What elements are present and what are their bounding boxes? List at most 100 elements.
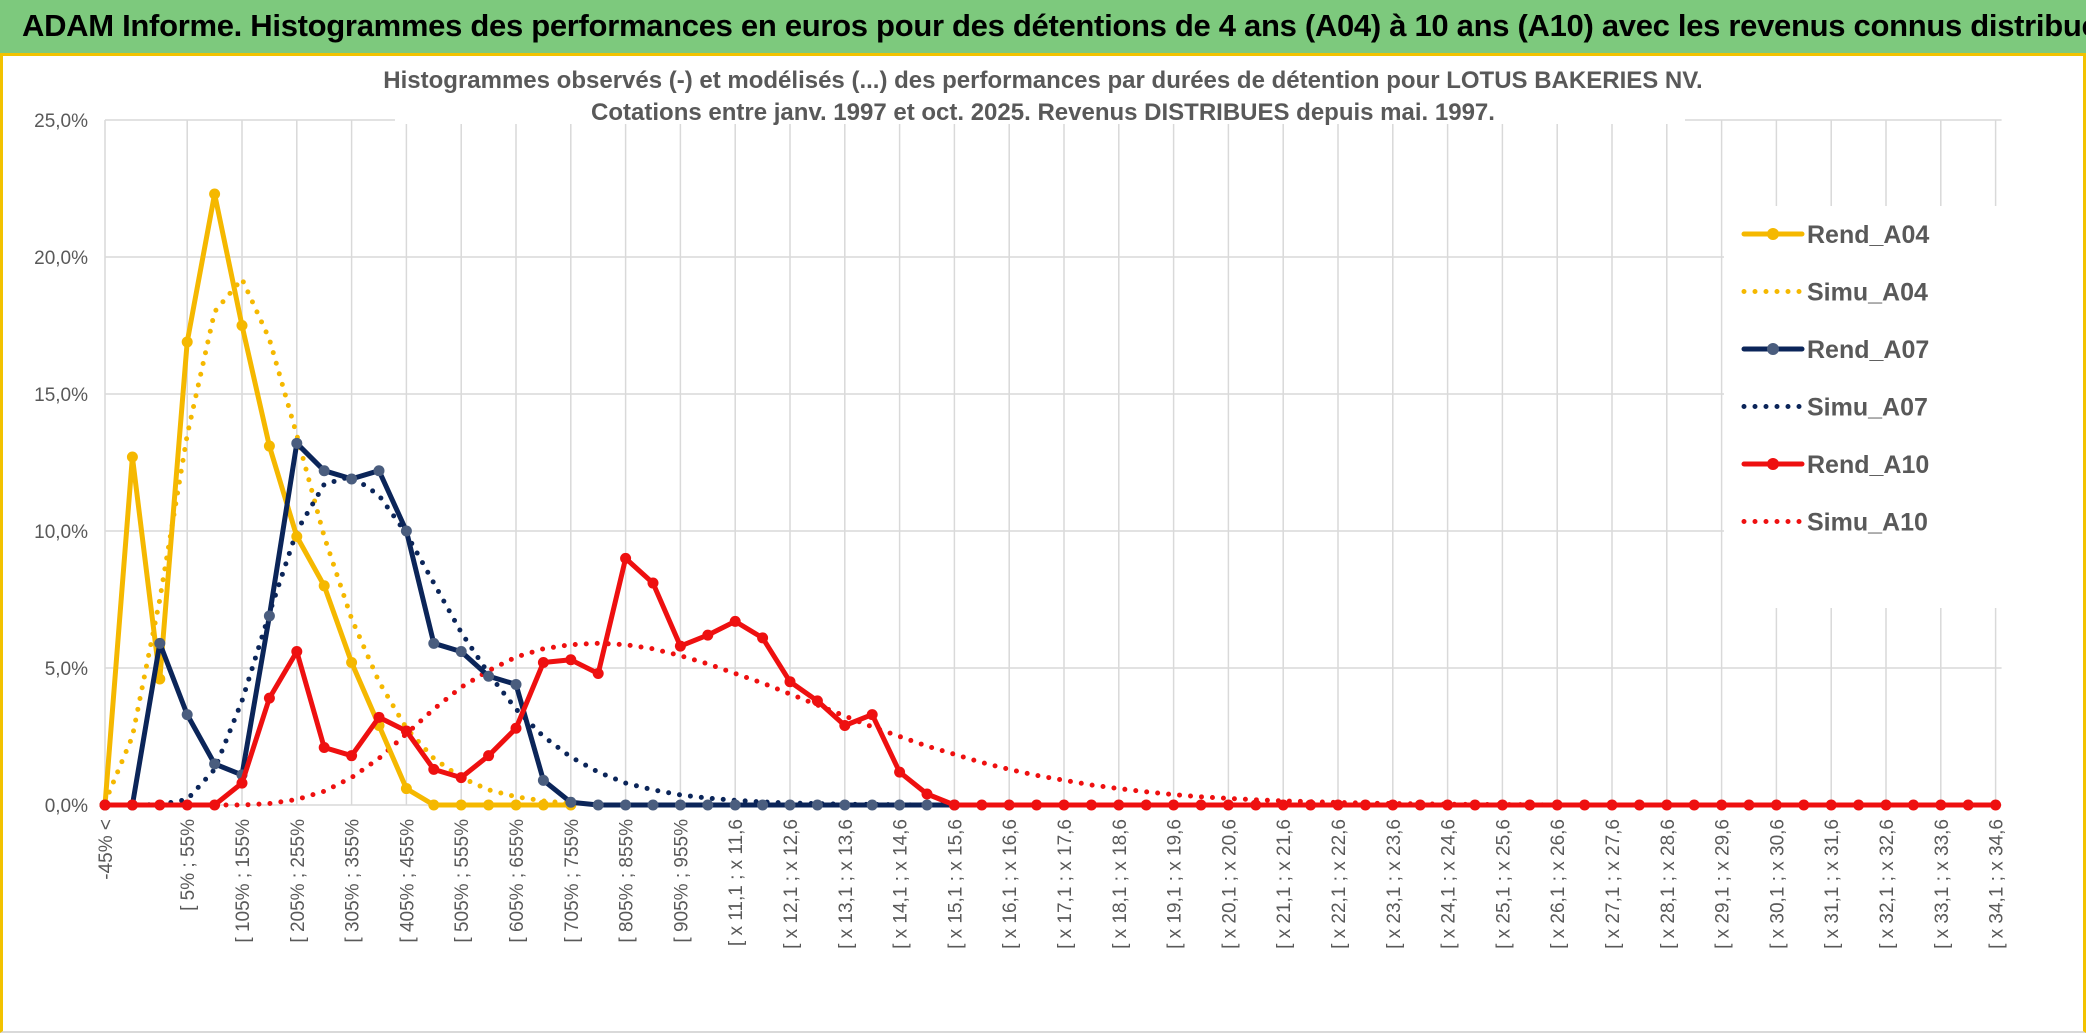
series-simu-a04: [102, 276, 574, 807]
data-point: [839, 720, 851, 732]
data-point: [154, 637, 166, 649]
data-point: [346, 657, 358, 669]
legend-label: Simu_A10: [1807, 509, 1928, 537]
y-tick-label: 15,0%: [34, 385, 88, 406]
data-point: [181, 336, 193, 348]
gridlines: [104, 119, 2002, 806]
data-point: [702, 629, 714, 641]
x-tick-label: [ x 32,1 ; x 32,6: [1877, 819, 1898, 949]
x-tick-label: [ x 33,1 ; x 33,6: [1932, 819, 1953, 949]
data-point: [1606, 799, 1618, 811]
x-tick-label: [ x 13,1 ; x 13,6: [836, 819, 857, 949]
data-point: [1085, 799, 1097, 811]
y-tick-label: 0,0%: [45, 796, 88, 817]
x-tick-label: [ 505% ; 555%: [452, 819, 473, 943]
data-point: [209, 758, 221, 770]
data-point: [483, 670, 495, 682]
data-point: [784, 799, 796, 811]
data-point: [592, 799, 604, 811]
data-point: [757, 632, 769, 644]
x-tick-label: [ x 31,1 ; x 31,6: [1822, 819, 1843, 949]
series-line: [102, 640, 1999, 808]
x-tick-label: [ x 23,1 ; x 23,6: [1384, 819, 1405, 949]
data-point: [1688, 799, 1700, 811]
data-point: [647, 799, 659, 811]
data-point: [1140, 799, 1152, 811]
data-point: [346, 473, 358, 485]
x-tick-label: [ 705% ; 755%: [562, 819, 583, 943]
series-simu-a10: [102, 640, 1999, 808]
data-point: [1770, 799, 1782, 811]
data-point: [400, 783, 412, 795]
x-tick-label: [ x 30,1 ; x 30,6: [1767, 819, 1788, 949]
data-point: [263, 610, 275, 622]
data-point: [1716, 799, 1728, 811]
data-point: [976, 799, 988, 811]
series-rend-a07: [99, 437, 960, 811]
data-point: [1195, 799, 1207, 811]
x-tick-label: [ x 20,1 ; x 20,6: [1219, 819, 1240, 949]
x-tick-label: [ 905% ; 955%: [671, 819, 692, 943]
legend-item: Rend_A10: [1741, 451, 1929, 479]
legend-item: Simu_A04: [1741, 279, 1928, 307]
data-point: [263, 692, 275, 704]
x-tick-label: -45% <: [96, 819, 117, 880]
legend-label: Rend_A10: [1807, 451, 1929, 479]
data-point: [455, 772, 467, 784]
x-tick-label: [ x 14,1 ; x 14,6: [891, 819, 912, 949]
series-line: [102, 191, 574, 808]
data-point: [1907, 799, 1919, 811]
title-banner: ADAM Informe. Histogrammes des performan…: [0, 0, 2086, 56]
data-point: [1113, 799, 1125, 811]
x-tick-label: [ 305% ; 355%: [343, 819, 364, 943]
data-point: [400, 525, 412, 537]
legend-label: Simu_A07: [1807, 394, 1928, 422]
data-point: [291, 437, 303, 449]
x-tick-label: [ x 16,1 ; x 16,6: [1000, 819, 1021, 949]
data-point: [1990, 799, 2002, 811]
data-point: [346, 750, 358, 762]
series-rend-a10: [99, 552, 2002, 811]
data-point: [1387, 799, 1399, 811]
data-point: [1743, 799, 1755, 811]
data-point: [537, 799, 549, 811]
x-tick-label: [ 5% ; 55%: [178, 819, 199, 911]
data-point: [510, 799, 522, 811]
data-point: [1469, 799, 1481, 811]
series-line: [102, 473, 957, 808]
x-tick-label: [ x 15,1 ; x 15,6: [945, 819, 966, 949]
data-point: [1661, 799, 1673, 811]
x-tick-label: [ x 12,1 ; x 12,6: [781, 819, 802, 949]
legend: Rend_A04 Simu_A04 Rend_A07 Simu_A07 Rend_A10…: [1724, 206, 2024, 608]
data-point: [729, 799, 741, 811]
series-line: [102, 555, 1999, 808]
data-point: [483, 799, 495, 811]
x-tick-label: [ 805% ; 855%: [617, 819, 638, 943]
data-point: [126, 799, 138, 811]
data-point: [565, 796, 577, 808]
x-tick-label: [ x 28,1 ; x 28,6: [1658, 819, 1679, 949]
data-point: [537, 657, 549, 669]
x-tick-label: [ x 27,1 ; x 27,6: [1603, 819, 1624, 949]
x-tick-label: [ 205% ; 255%: [288, 819, 309, 943]
data-point: [1633, 799, 1645, 811]
data-point: [620, 552, 632, 564]
data-point: [373, 465, 385, 477]
legend-label: Rend_A07: [1807, 336, 1929, 364]
data-point: [1853, 799, 1865, 811]
data-point: [1524, 799, 1536, 811]
data-point: [1058, 799, 1070, 811]
x-tick-label: [ 605% ; 655%: [507, 819, 528, 943]
data-point: [428, 763, 440, 775]
data-point: [1250, 799, 1262, 811]
data-point: [510, 722, 522, 734]
legend-item: Rend_A07: [1741, 336, 1929, 364]
data-point: [866, 709, 878, 721]
chart-title-bg: [395, 62, 1685, 124]
legend-item: Simu_A07: [1741, 394, 1928, 422]
data-point: [1962, 799, 1974, 811]
data-point: [483, 750, 495, 762]
series-line: [102, 276, 574, 807]
x-tick-label: [ x 21,1 ; x 21,6: [1274, 819, 1295, 949]
data-point: [1305, 799, 1317, 811]
